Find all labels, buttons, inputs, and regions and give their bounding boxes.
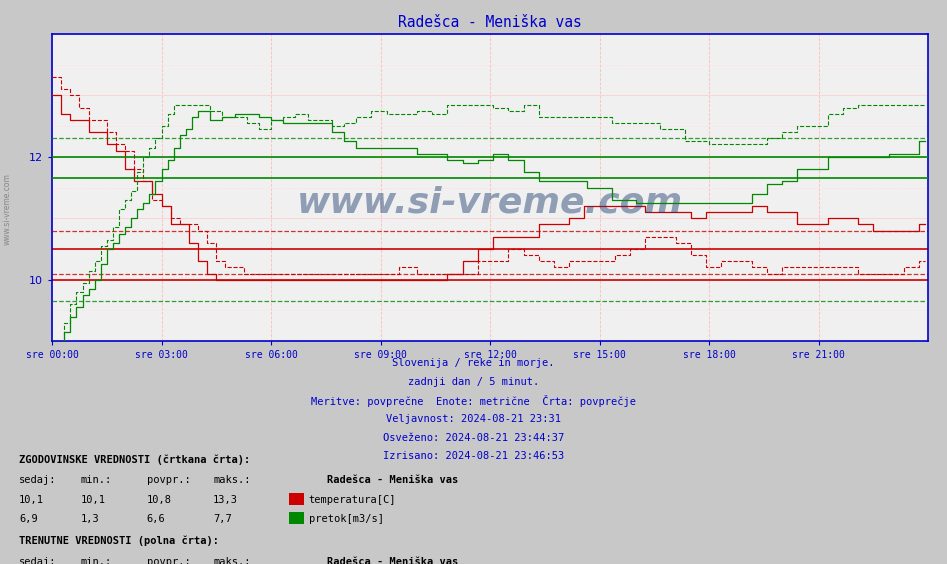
Text: www.si-vreme.com: www.si-vreme.com bbox=[297, 186, 683, 220]
Text: 10,8: 10,8 bbox=[147, 495, 171, 505]
Text: ZGODOVINSKE VREDNOSTI (črtkana črta):: ZGODOVINSKE VREDNOSTI (črtkana črta): bbox=[19, 454, 250, 465]
Text: min.:: min.: bbox=[80, 557, 112, 564]
Text: zadnji dan / 5 minut.: zadnji dan / 5 minut. bbox=[408, 377, 539, 387]
Text: 10,1: 10,1 bbox=[19, 495, 44, 505]
Text: Osveženo: 2024-08-21 23:44:37: Osveženo: 2024-08-21 23:44:37 bbox=[383, 433, 564, 443]
Text: www.si-vreme.com: www.si-vreme.com bbox=[3, 173, 12, 245]
Text: sedaj:: sedaj: bbox=[19, 557, 57, 564]
Text: 13,3: 13,3 bbox=[213, 495, 238, 505]
Text: Slovenija / reke in morje.: Slovenija / reke in morje. bbox=[392, 358, 555, 368]
Text: min.:: min.: bbox=[80, 475, 112, 486]
Text: Veljavnost: 2024-08-21 23:31: Veljavnost: 2024-08-21 23:31 bbox=[386, 414, 561, 424]
Text: povpr.:: povpr.: bbox=[147, 475, 190, 486]
Text: pretok[m3/s]: pretok[m3/s] bbox=[309, 514, 384, 524]
Text: maks.:: maks.: bbox=[213, 557, 251, 564]
Text: Meritve: povprečne  Enote: metrične  Črta: povprečje: Meritve: povprečne Enote: metrične Črta:… bbox=[311, 395, 636, 407]
Text: 6,6: 6,6 bbox=[147, 514, 166, 524]
Text: 7,7: 7,7 bbox=[213, 514, 232, 524]
Text: 6,9: 6,9 bbox=[19, 514, 38, 524]
Text: TRENUTNE VREDNOSTI (polna črta):: TRENUTNE VREDNOSTI (polna črta): bbox=[19, 535, 219, 546]
Text: Radešca - Meniška vas: Radešca - Meniška vas bbox=[327, 475, 458, 486]
Text: 10,1: 10,1 bbox=[80, 495, 105, 505]
Text: sedaj:: sedaj: bbox=[19, 475, 57, 486]
Text: Radešca - Meniška vas: Radešca - Meniška vas bbox=[327, 557, 458, 564]
Title: Radešca - Meniška vas: Radešca - Meniška vas bbox=[398, 15, 582, 30]
Text: maks.:: maks.: bbox=[213, 475, 251, 486]
Text: temperatura[C]: temperatura[C] bbox=[309, 495, 396, 505]
Text: 1,3: 1,3 bbox=[80, 514, 99, 524]
Text: povpr.:: povpr.: bbox=[147, 557, 190, 564]
Text: Izrisano: 2024-08-21 23:46:53: Izrisano: 2024-08-21 23:46:53 bbox=[383, 451, 564, 461]
